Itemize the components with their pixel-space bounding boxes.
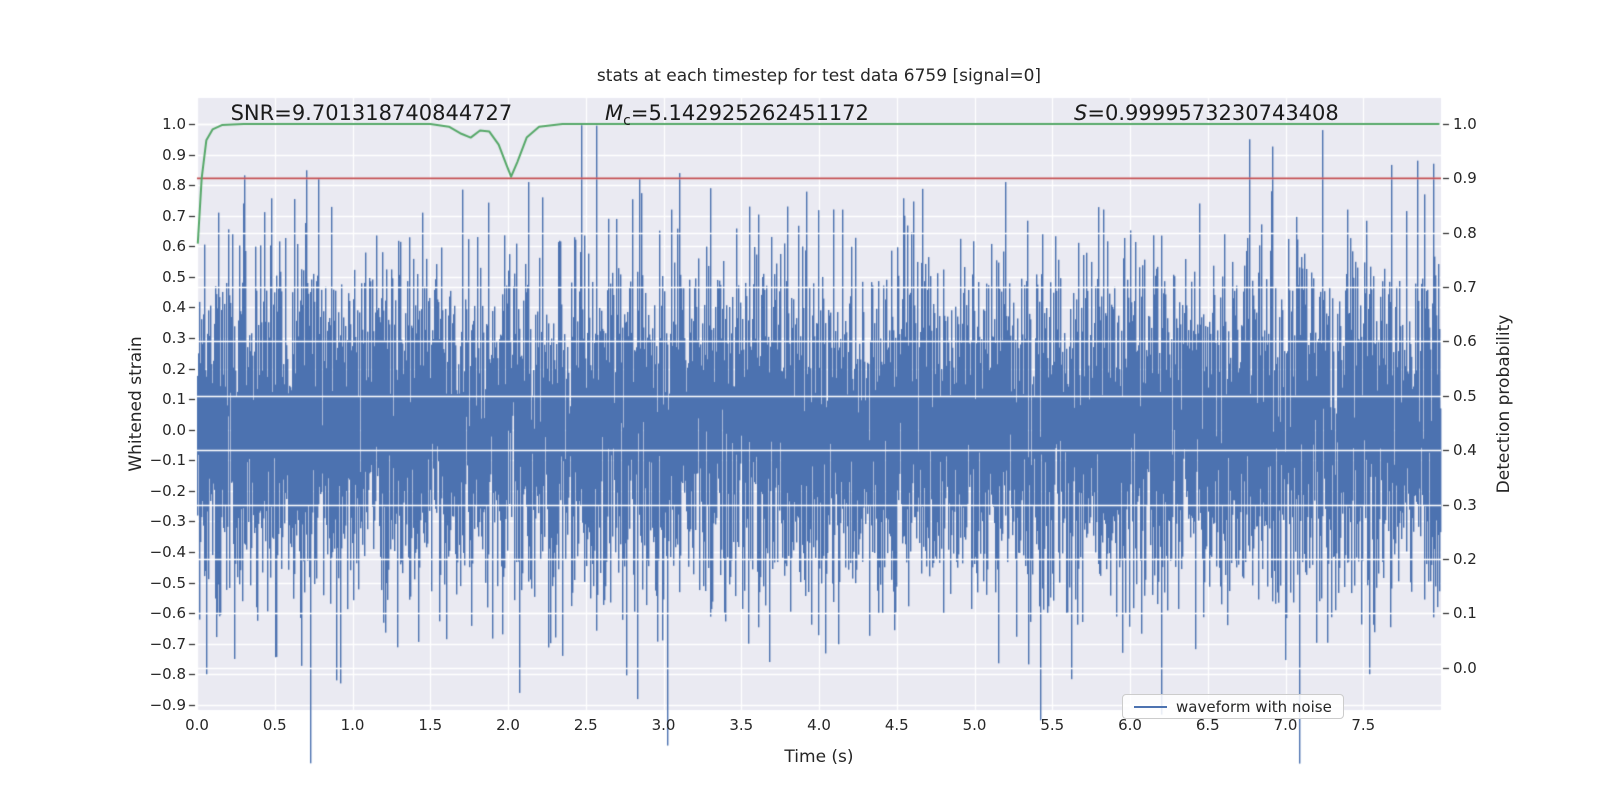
x-tick-label: 6.0 bbox=[1118, 716, 1142, 734]
y-tick-label-left: 0.6 bbox=[162, 237, 186, 256]
y-tick-label-left: 1.0 bbox=[162, 114, 186, 133]
y-tick-label-left: 0.3 bbox=[162, 328, 186, 347]
y-tick-label-left: −0.5 bbox=[149, 573, 186, 592]
y-tick-label-left: −0.6 bbox=[149, 604, 186, 623]
x-tick-label: 2.0 bbox=[496, 716, 520, 734]
x-tick-label: 4.0 bbox=[807, 716, 831, 734]
y-tick-label-left: −0.8 bbox=[149, 665, 186, 684]
annotation-significance: S=0.9999573230743408 bbox=[1074, 101, 1339, 125]
legend-line-sample bbox=[1134, 705, 1167, 708]
y-tick-label-left: −0.7 bbox=[149, 634, 186, 653]
y-tick-label-left: −0.4 bbox=[149, 542, 186, 561]
y-tick-label-right: 0.1 bbox=[1453, 604, 1477, 623]
y-tick-label-left: −0.2 bbox=[149, 481, 186, 500]
x-tick-label: 1.5 bbox=[418, 716, 443, 734]
annotation-snr: SNR=9.701318740844727 bbox=[231, 101, 513, 125]
x-tick-label: 5.0 bbox=[962, 716, 987, 734]
annotation-chirp-mass-var: M bbox=[605, 101, 624, 125]
y-tick-label-right: 0.7 bbox=[1453, 278, 1477, 297]
y-tick-label-left: 0.8 bbox=[162, 176, 186, 195]
y-tick-label-left: 0.7 bbox=[162, 206, 186, 225]
legend-label: waveform with noise bbox=[1176, 697, 1332, 716]
x-tick-label: 2.5 bbox=[573, 716, 598, 734]
y-tick-label-right: 1.0 bbox=[1453, 114, 1477, 133]
x-tick-label: 7.5 bbox=[1351, 716, 1376, 734]
y-tick-label-left: 0.1 bbox=[162, 390, 186, 409]
y-tick-label-right: 0.0 bbox=[1453, 658, 1477, 677]
y-tick-label-left: −0.1 bbox=[149, 451, 186, 470]
annotation-chirp-mass-value: =5.142925262451172 bbox=[630, 101, 869, 125]
chart-title: stats at each timestep for test data 675… bbox=[596, 66, 1042, 86]
x-tick-label: 5.5 bbox=[1040, 716, 1065, 734]
x-tick-label: 6.5 bbox=[1195, 716, 1220, 734]
legend: waveform with noise bbox=[1122, 694, 1344, 719]
y-tick-label-left: 0.9 bbox=[162, 145, 186, 164]
x-tick-label: 3.0 bbox=[651, 716, 676, 734]
annotation-chirp-mass-sub: c bbox=[623, 113, 631, 130]
y-tick-label-right: 0.9 bbox=[1453, 169, 1477, 188]
y-tick-label-right: 0.5 bbox=[1453, 386, 1477, 405]
x-axis-label: Time (s) bbox=[784, 747, 854, 767]
y-tick-label-left: 0.0 bbox=[162, 420, 186, 439]
x-tick-label: 3.5 bbox=[729, 716, 754, 734]
x-tick-label: 0.0 bbox=[185, 716, 209, 734]
y-tick-label-left: 0.4 bbox=[162, 298, 186, 317]
annotation-chirp-mass: Mc=5.142925262451172 bbox=[605, 101, 869, 128]
x-tick-label: 1.0 bbox=[340, 716, 365, 734]
y-tick-label-left: 0.5 bbox=[162, 267, 186, 286]
y-tick-label-left: 0.2 bbox=[162, 359, 186, 378]
annotation-significance-value: =0.9999573230743408 bbox=[1087, 101, 1339, 125]
x-tick-label: 7.0 bbox=[1273, 716, 1298, 734]
y-tick-label-left: −0.3 bbox=[149, 512, 186, 531]
x-tick-label: 4.5 bbox=[884, 716, 909, 734]
annotation-significance-var: S bbox=[1074, 101, 1088, 125]
annotation-snr-value: =9.701318740844727 bbox=[274, 101, 513, 125]
annotation-snr-var: SNR bbox=[230, 101, 275, 125]
y-tick-label-right: 0.8 bbox=[1453, 223, 1477, 242]
y-tick-label-left: −0.9 bbox=[149, 695, 186, 714]
x-tick-label: 0.5 bbox=[262, 716, 287, 734]
y-tick-label-right: 0.3 bbox=[1453, 495, 1477, 514]
y-tick-label-right: 0.6 bbox=[1453, 332, 1477, 351]
y-tick-label-right: 0.4 bbox=[1453, 441, 1477, 460]
y-tick-label-right: 0.2 bbox=[1453, 549, 1477, 568]
